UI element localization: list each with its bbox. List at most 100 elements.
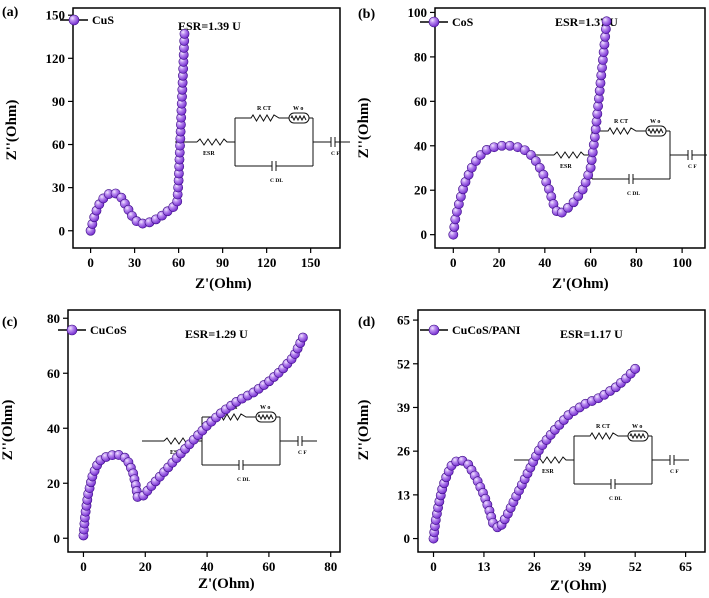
rct-resistor-symbol bbox=[235, 114, 289, 122]
plot-frame bbox=[67, 309, 341, 553]
warburg-zigzag bbox=[629, 432, 646, 440]
y-tick-label: 60 bbox=[47, 366, 60, 381]
x-tick-label: 39 bbox=[578, 559, 592, 574]
equivalent-circuit: ESR R CT W o C DL C F bbox=[175, 106, 350, 184]
y-tick-label: 52 bbox=[397, 356, 410, 371]
y-tick-label: 80 bbox=[414, 49, 427, 64]
plot-frame bbox=[72, 7, 341, 249]
x-tick-label: 65 bbox=[679, 559, 693, 574]
x-tick-label: 0 bbox=[430, 559, 437, 574]
y-axis-label: Z''(Ohm) bbox=[4, 100, 20, 161]
x-tick-label: 20 bbox=[493, 255, 506, 270]
esr-value-text: ESR=1.37 U bbox=[555, 15, 618, 29]
y-tick-label: 90 bbox=[52, 94, 65, 109]
x-tick-label: 40 bbox=[538, 255, 551, 270]
cdl-label: C DL bbox=[270, 178, 283, 184]
x-tick-label: 60 bbox=[262, 559, 275, 574]
y-tick-label: 150 bbox=[46, 8, 66, 23]
y-axis-label: Z''(Ohm) bbox=[356, 98, 372, 159]
y-tick-label: 60 bbox=[52, 137, 65, 152]
x-axis-label: Z'(Ohm) bbox=[195, 276, 252, 292]
y-tick-label: 65 bbox=[397, 313, 411, 328]
y-tick-label: 39 bbox=[397, 400, 411, 415]
wo-label: W o bbox=[293, 106, 303, 112]
cdl-label: C DL bbox=[237, 477, 250, 483]
cf-label: C F bbox=[670, 469, 679, 475]
x-tick-label: 150 bbox=[301, 255, 321, 270]
x-tick-label: 80 bbox=[324, 559, 337, 574]
equivalent-circuit: ESR R CT W o C DL C F bbox=[532, 119, 707, 197]
esr-value-text: ESR=1.39 U bbox=[178, 19, 241, 33]
x-tick-label: 80 bbox=[630, 255, 643, 270]
wo-label: W o bbox=[632, 424, 642, 430]
x-axis-label: Z'(Ohm) bbox=[550, 578, 607, 594]
series-CuCoS bbox=[78, 332, 308, 541]
x-tick-label: 0 bbox=[87, 255, 94, 270]
y-tick-label: 0 bbox=[404, 531, 411, 546]
cdl-label: C DL bbox=[627, 191, 640, 197]
y-tick-label: 40 bbox=[414, 138, 427, 153]
esr-circuit-label: ESR bbox=[542, 469, 554, 475]
x-tick-label: 90 bbox=[216, 255, 229, 270]
series-CuS bbox=[85, 28, 190, 236]
x-tick-label: 13 bbox=[477, 559, 491, 574]
legend-label: CuCoS/PANI bbox=[452, 323, 521, 337]
x-tick-label: 0 bbox=[80, 559, 87, 574]
warburg-zigzag bbox=[257, 413, 274, 421]
panel-3: 0 13 26 39 52 65 0 13 26 39 52 65 Z'(Ohm) Z''(Ohm) (d)… bbox=[356, 309, 706, 594]
wo-label: W o bbox=[260, 405, 270, 411]
plot-frame bbox=[417, 309, 706, 553]
legend-marker bbox=[428, 324, 440, 336]
legend-label: CoS bbox=[452, 15, 474, 29]
wo-label: W o bbox=[650, 119, 660, 125]
warburg-zigzag bbox=[647, 127, 664, 135]
y-tick-label: 60 bbox=[414, 94, 427, 109]
panel-1: 0 20 40 60 80 100 0 20 40 60 80 100 Z'(Ohm) Z''(Ohm) (… bbox=[356, 5, 707, 292]
y-tick-label: 0 bbox=[421, 227, 428, 242]
y-tick-label: 20 bbox=[414, 183, 427, 198]
y-tick-label: 20 bbox=[47, 476, 60, 491]
legend-marker bbox=[66, 324, 78, 336]
x-tick-label: 20 bbox=[139, 559, 152, 574]
esr-value-text: ESR=1.29 U bbox=[185, 327, 248, 341]
cf-label: C F bbox=[298, 450, 307, 456]
esr-resistor-symbol bbox=[553, 151, 592, 159]
cdl-label: C DL bbox=[609, 496, 622, 502]
panel-label: (b) bbox=[358, 7, 375, 22]
rct-resistor-symbol bbox=[574, 432, 628, 440]
esr-resistor-symbol bbox=[535, 456, 574, 464]
x-tick-label: 40 bbox=[201, 559, 214, 574]
data-point bbox=[298, 332, 308, 343]
legend-label: CuCoS bbox=[90, 323, 127, 337]
x-tick-label: 30 bbox=[128, 255, 141, 270]
rct-resistor-symbol bbox=[592, 127, 646, 135]
x-tick-label: 52 bbox=[629, 559, 642, 574]
esr-circuit-label: ESR bbox=[560, 164, 572, 170]
panel-label: (a) bbox=[2, 5, 19, 20]
y-tick-label: 0 bbox=[59, 223, 66, 238]
esr-value-text: ESR=1.17 U bbox=[560, 327, 623, 341]
warburg-zigzag bbox=[290, 114, 307, 122]
y-tick-label: 40 bbox=[47, 421, 60, 436]
esr-resistor-symbol bbox=[196, 138, 235, 146]
y-tick-label: 26 bbox=[397, 444, 411, 459]
series-CuCoS/PANI bbox=[428, 363, 641, 544]
panel-label: (d) bbox=[358, 315, 375, 330]
y-tick-label: 120 bbox=[46, 51, 66, 66]
data-point bbox=[179, 28, 190, 39]
data-point bbox=[601, 16, 612, 27]
y-tick-label: 100 bbox=[408, 5, 428, 20]
esr-circuit-label: ESR bbox=[203, 151, 215, 157]
equivalent-circuit: ESR R CT W o C DL C F bbox=[514, 424, 689, 502]
y-axis-label: Z''(Ohm) bbox=[356, 400, 372, 461]
y-tick-label: 13 bbox=[397, 487, 411, 502]
y-tick-label: 30 bbox=[52, 180, 65, 195]
legend-marker bbox=[68, 14, 80, 26]
data-point bbox=[630, 363, 641, 374]
rct-label: R CT bbox=[257, 106, 271, 112]
legend-marker bbox=[428, 16, 440, 28]
series-CoS bbox=[448, 16, 612, 240]
cf-label: C F bbox=[688, 164, 697, 170]
